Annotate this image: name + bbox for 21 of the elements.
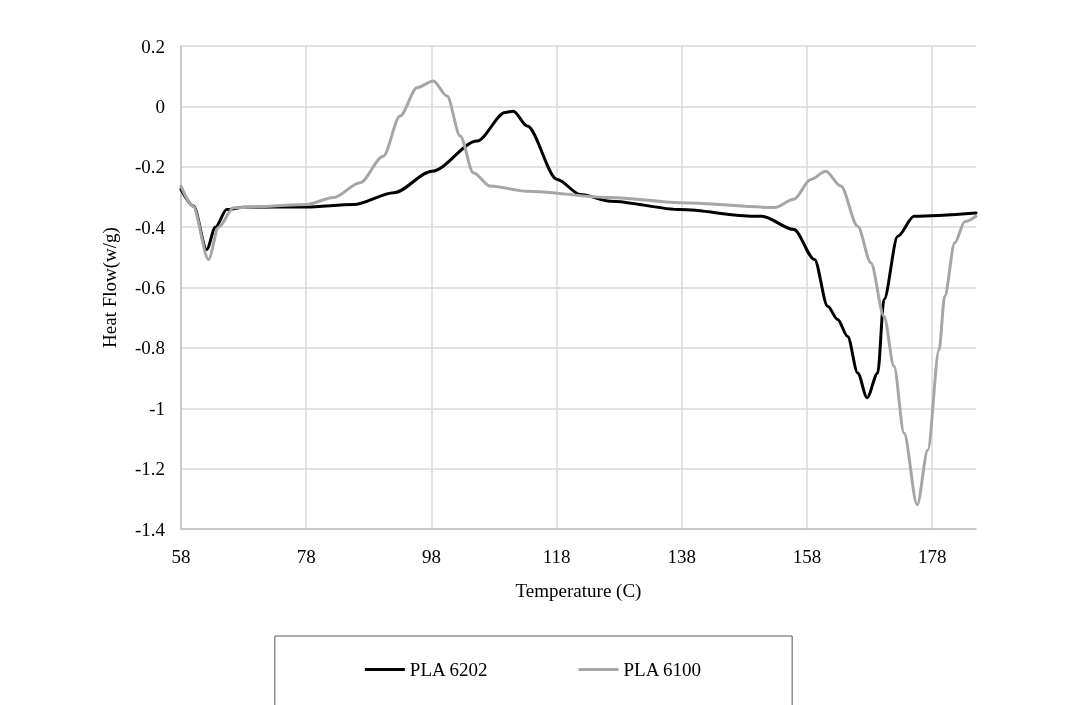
x-tick-label: 158: [792, 546, 822, 567]
x-tick-label: 78: [296, 546, 316, 567]
x-tick-label: 98: [421, 546, 441, 567]
y-tick-label: -1: [149, 397, 165, 419]
legend-label: PLA 6202: [409, 659, 488, 680]
x-tick-label: 58: [171, 546, 191, 567]
y-tick-label: 0.2: [141, 35, 165, 57]
line-series: [179, 79, 978, 507]
x-axis-title: Temperature (C): [515, 580, 642, 602]
x-tick-label: 138: [667, 546, 697, 567]
y-tick-label: 0: [155, 95, 165, 117]
y-tick-label: -1.4: [134, 518, 166, 540]
y-tick-label: -0.2: [134, 156, 165, 178]
y-tick-label: -0.6: [134, 277, 165, 298]
y-axis-title: Heat Flow(w/g): [99, 227, 121, 348]
y-tick-label: -0.4: [134, 216, 166, 238]
y-tick-label: -0.8: [134, 337, 165, 359]
x-tick-label: 178: [917, 546, 947, 567]
y-tick-label: -1.2: [134, 458, 165, 480]
x-tick-label: 118: [542, 546, 571, 567]
legend-label: PLA 6100: [623, 659, 702, 680]
